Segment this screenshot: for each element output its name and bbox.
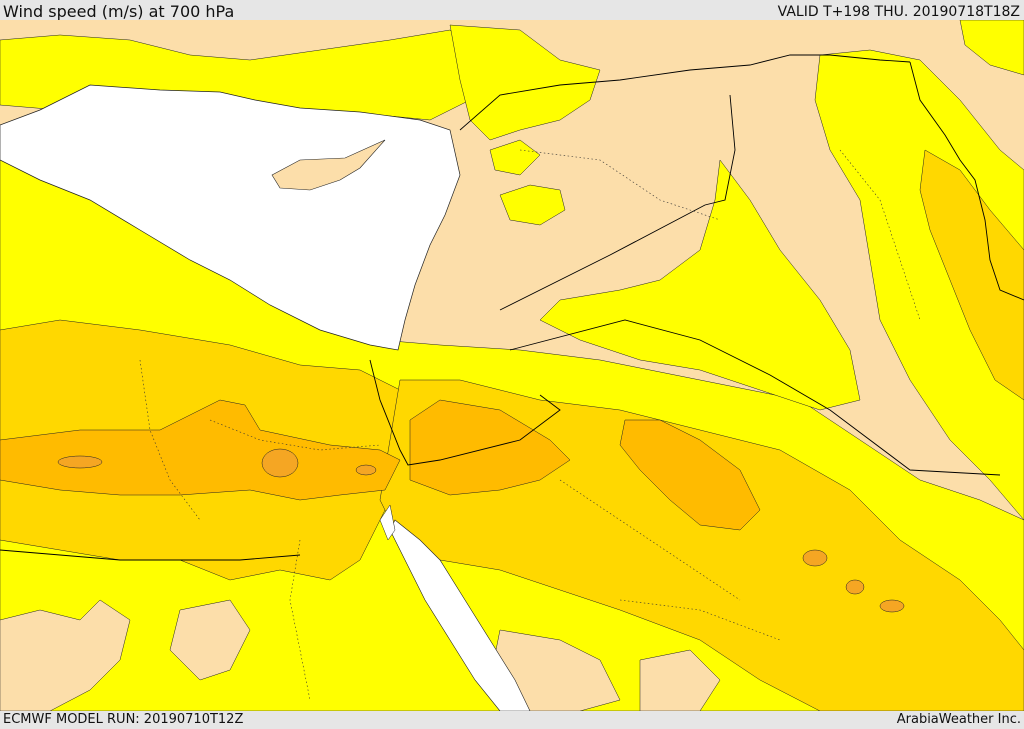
gulf-band-10-15 (919, 149, 1024, 401)
egypt-band-15-20 (0, 399, 401, 501)
iraq-yellow-band (539, 159, 861, 411)
red-sea (389, 519, 531, 711)
credit-label: ArabiaWeather Inc. (896, 712, 1021, 727)
cyprus (271, 139, 386, 191)
border-egypt-sinai (369, 359, 561, 466)
country-borders (0, 54, 1024, 561)
province-borders (139, 149, 921, 701)
calm-pocket-se (639, 649, 721, 711)
map-title: Wind speed (m/s) at 700 hPa (3, 2, 235, 21)
model-run-label: ECMWF MODEL RUN: 20190710T12Z (3, 712, 244, 727)
calm-pocket-west (0, 599, 131, 711)
border-iraq-iran (909, 61, 1024, 301)
core-arabia-2 (845, 579, 865, 595)
core-arabia-3 (879, 599, 905, 613)
core-sinai (355, 464, 377, 476)
mediterranean-sea (0, 84, 461, 351)
valid-time: VALID T+198 THU. 20190718T18Z (777, 4, 1020, 20)
arabia-band-15-20 (619, 419, 761, 531)
core-egypt (57, 455, 103, 469)
footer-bar: ECMWF MODEL RUN: 20190710T12Z ArabiaWeat… (0, 711, 1024, 729)
border-turkey-syria (459, 54, 911, 131)
core-nile (261, 448, 299, 478)
calm-pockets (0, 599, 721, 711)
northeast-yellow-band (814, 49, 1024, 521)
calm-pocket-sw (169, 599, 251, 681)
gulf-of-suez (379, 504, 396, 541)
map-canvas (0, 20, 1024, 711)
border-syria-iraq (499, 94, 736, 311)
border-egypt-sudan-west (0, 549, 301, 561)
core-arabia-1 (802, 549, 828, 567)
syria-yellow-blob (499, 184, 566, 226)
wind-gt-20-zones (57, 448, 905, 613)
east-yellow-patch (959, 20, 1024, 76)
north-yellow-patch (449, 24, 601, 141)
wind-speed-map[interactable] (0, 20, 1024, 711)
border-jordan-saudi (509, 319, 1001, 476)
header-bar: Wind speed (m/s) at 700 hPa VALID T+198 … (0, 0, 1024, 21)
cyprus-east-yellow (489, 139, 541, 176)
